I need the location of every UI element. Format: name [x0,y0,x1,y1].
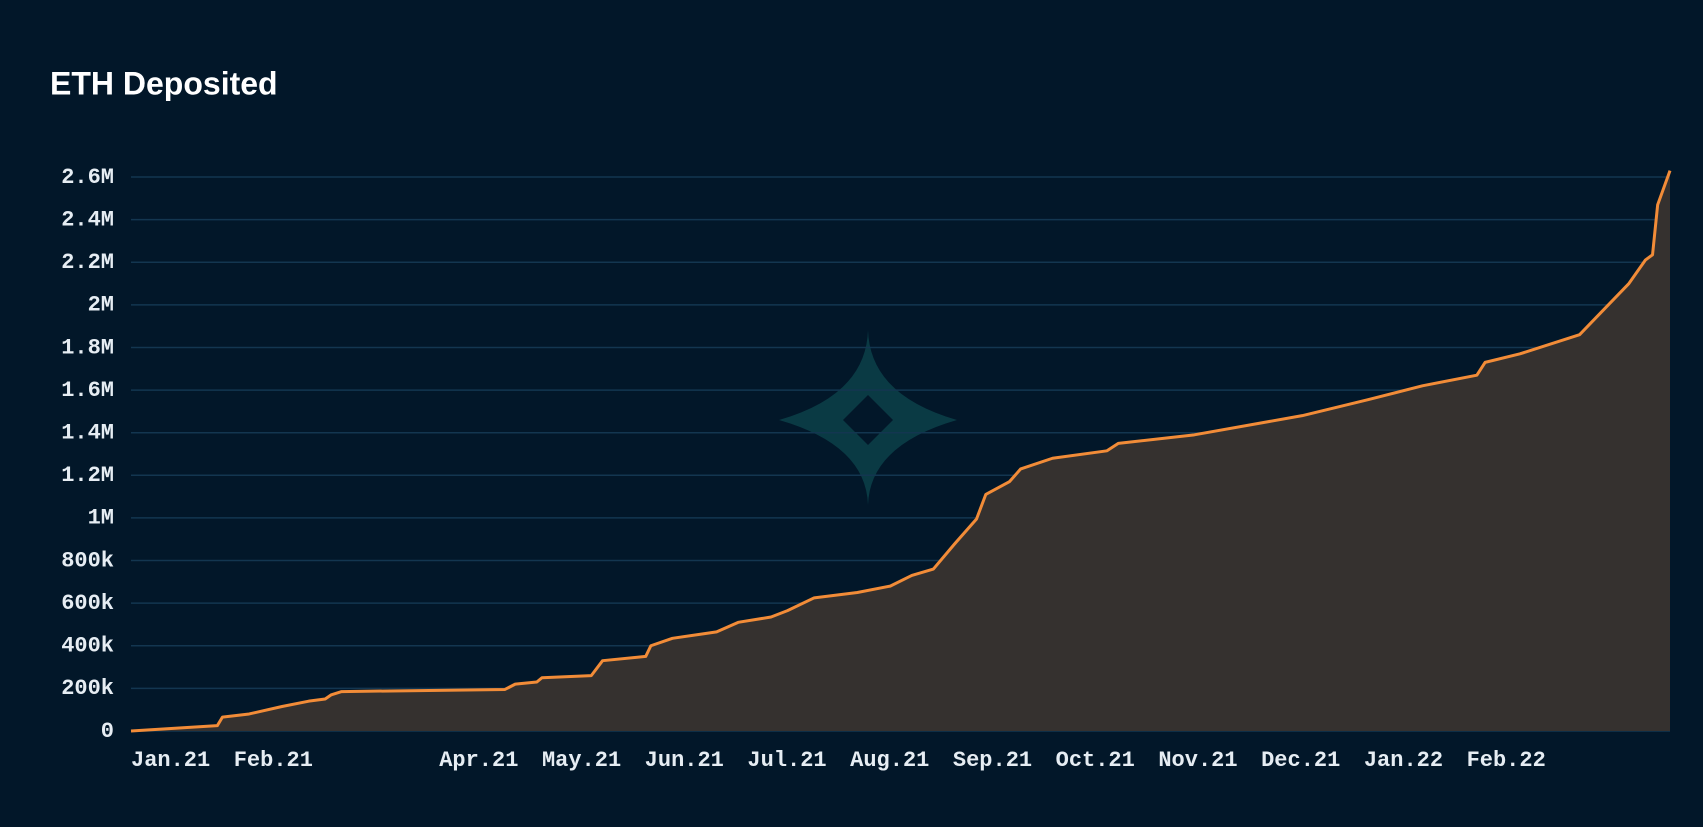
x-tick-label: Feb.21 [234,748,313,773]
x-tick-label: Aug.21 [850,748,929,773]
y-tick-label: 0 [101,719,114,744]
y-tick-label: 400k [61,634,114,659]
x-tick-label: Jun.21 [645,748,724,773]
y-tick-label: 1.2M [61,463,114,488]
y-tick-label: 1M [88,506,114,531]
y-tick-label: 2.6M [61,165,114,190]
x-tick-label: Jan.21 [131,748,210,773]
y-tick-label: 2.4M [61,207,114,232]
watermark [779,330,957,505]
y-tick-label: 600k [61,591,114,616]
x-tick-label: Apr.21 [439,748,518,773]
x-tick-label: May.21 [542,748,621,773]
y-tick-label: 2M [88,293,114,318]
chart-title: ETH Deposited [50,65,278,101]
x-tick-label: Jan.22 [1364,748,1443,773]
x-tick-label: Sep.21 [953,748,1032,773]
y-tick-label: 200k [61,676,114,701]
y-tick-label: 1.4M [61,421,114,446]
x-tick-label: Oct.21 [1056,748,1135,773]
x-tick-label: Feb.22 [1467,748,1546,773]
y-tick-label: 2.2M [61,250,114,275]
area-fill [131,170,1670,732]
y-tick-label: 1.6M [61,378,114,403]
y-tick-label: 800k [61,548,114,573]
y-tick-label: 1.8M [61,335,114,360]
x-tick-label: Dec.21 [1261,748,1340,773]
area-line [130,170,1672,733]
x-tick-label: Nov.21 [1158,748,1237,773]
x-tick-label: Jul.21 [747,748,826,773]
